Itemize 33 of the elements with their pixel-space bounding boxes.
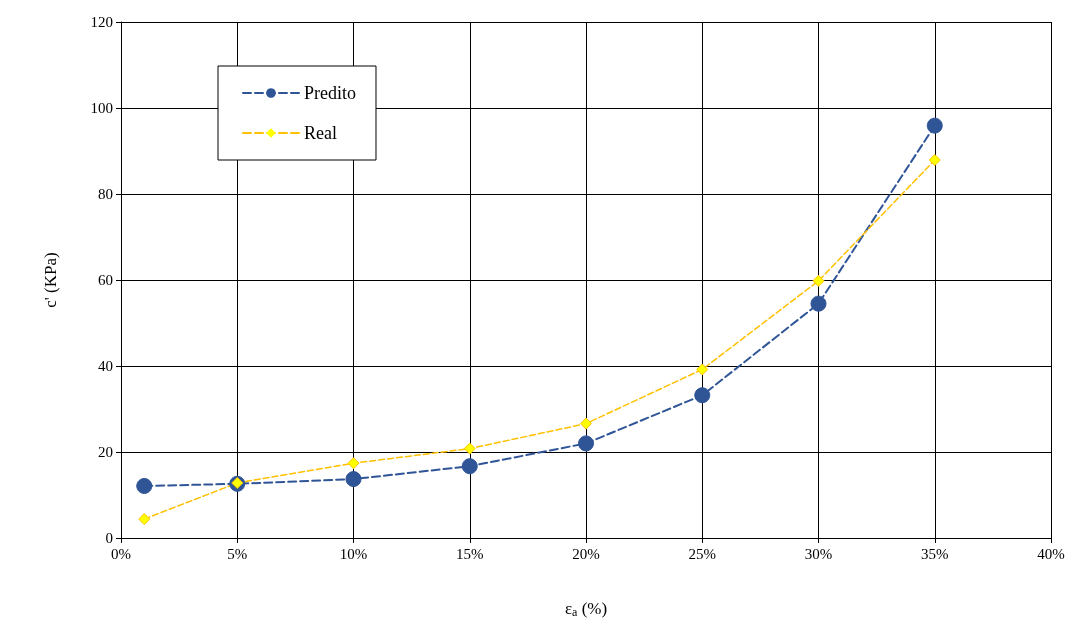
point [136,477,153,494]
y-tick-label: 100 [90,100,113,116]
point [812,274,825,287]
x-tick-label: 40% [1037,545,1065,562]
x-tick-label: 20% [572,545,600,562]
x-tick-label: 25% [688,545,716,562]
y-tick-label: 0 [105,530,113,546]
point [580,417,592,430]
y-tick-label: 120 [90,14,113,30]
y-tick-label: 20 [98,444,113,460]
x-tick-label: 30% [804,545,833,562]
y-tick-label: 60 [98,272,113,288]
y-tick-label: 40 [98,358,113,374]
legend-label: Predito [304,83,356,103]
point [578,435,594,452]
point [926,117,943,134]
x-tick-label: 35% [921,545,949,562]
y-axis-title: c' (KPa) [41,252,60,308]
point [463,442,476,455]
y-tick-label: 80 [98,186,113,202]
legend-label: Real [304,123,337,143]
point [928,154,941,167]
point [696,363,709,376]
point [694,387,711,404]
x-tick-label: 5% [227,545,248,562]
point [347,457,360,470]
x-tick-label: 15% [456,545,484,562]
point [461,458,478,475]
x-tick-label: 0% [111,545,131,562]
point [138,513,151,526]
x-tick-label: 10% [339,545,368,562]
point [345,471,362,488]
point [810,295,827,312]
